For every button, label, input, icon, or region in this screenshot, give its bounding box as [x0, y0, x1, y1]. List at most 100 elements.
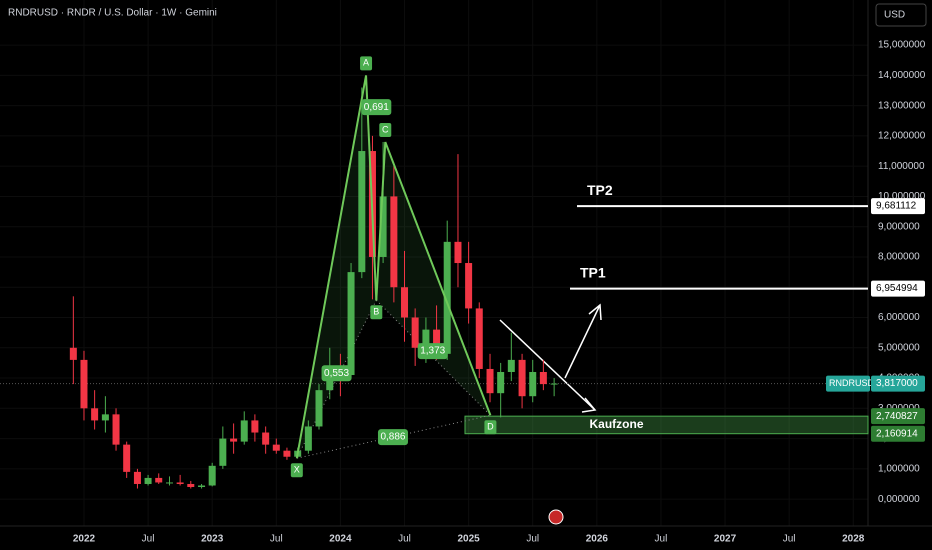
candle-body — [379, 196, 387, 257]
price-tag-label: 2,160914 — [876, 428, 918, 439]
candle-body — [465, 263, 473, 309]
flag-icon[interactable] — [548, 509, 564, 525]
pattern-label: A — [363, 58, 369, 68]
candle-body — [550, 383, 558, 385]
candle-body — [304, 426, 312, 451]
x-tick-label: Jul — [270, 534, 283, 545]
buy-zone — [464, 415, 869, 435]
pattern-fill — [296, 75, 377, 459]
candle-body — [486, 368, 494, 394]
drawings — [499, 303, 602, 413]
price-tag — [871, 425, 925, 442]
ratio-label: 0,886 — [380, 432, 405, 443]
candle-body — [347, 272, 355, 376]
candle-body — [176, 482, 184, 484]
ratio-box — [321, 365, 352, 382]
candle-body — [443, 241, 451, 354]
candle-body — [262, 432, 270, 445]
price-tag-label: 3,817000 — [876, 378, 918, 389]
candle-body — [315, 390, 323, 427]
y-tick-label: 12,000000 — [878, 131, 926, 142]
y-tick-label: 1,000000 — [878, 463, 920, 474]
candle-body — [529, 371, 537, 397]
pattern-label: X — [294, 465, 300, 475]
x-tick-label: 2024 — [329, 534, 352, 545]
price-tag-label: 2,740827 — [876, 411, 918, 422]
candle-body — [133, 471, 141, 484]
x-tick-label: 2028 — [842, 534, 865, 545]
y-tick-label: 15,000000 — [878, 40, 926, 51]
ratio-label: 0,691 — [364, 102, 389, 113]
candle-body — [123, 444, 131, 472]
price-tag — [871, 280, 925, 297]
y-tick-label: 11,000000 — [878, 161, 925, 172]
x-tick-label: Jul — [526, 534, 539, 545]
y-tick-label: 9,000000 — [878, 221, 920, 232]
candle-body — [219, 438, 227, 466]
pattern-label: C — [382, 124, 389, 134]
x-tick-label: Jul — [655, 534, 668, 545]
pattern-leg — [375, 141, 387, 301]
candle-body — [251, 420, 259, 433]
pattern-leg — [295, 75, 368, 459]
y-tick-label: 6,000000 — [878, 312, 920, 323]
candle-body — [112, 414, 120, 445]
candle-body — [454, 241, 462, 264]
y-tick-label: 0,000000 — [878, 494, 920, 505]
pattern-point — [360, 56, 373, 71]
candle-body — [198, 485, 206, 488]
x-tick-label: Jul — [398, 534, 411, 545]
pattern-leg — [384, 141, 492, 416]
candle-body — [518, 359, 526, 397]
chart-title: RNDRUSD · RNDR / U.S. Dollar · 1W · Gemi… — [8, 8, 217, 19]
tp-label: TP1 — [580, 264, 606, 280]
pattern-point — [290, 463, 303, 478]
candle-body — [240, 420, 248, 442]
x-tick-label: 2027 — [714, 534, 737, 545]
candle-body — [401, 287, 409, 318]
price-tag-label: 6,954994 — [876, 283, 918, 294]
y-tick-label: 8,000000 — [878, 252, 920, 263]
price-tag-name: RNDRUSD — [829, 378, 875, 388]
arrow-head — [588, 303, 602, 321]
candle-body — [101, 414, 109, 421]
pattern-point — [370, 305, 383, 320]
pattern-fill — [376, 141, 491, 416]
candle-body — [187, 483, 195, 488]
x-tick-label: 2023 — [201, 534, 224, 545]
ratio-box — [417, 343, 448, 360]
price-tag-label: 9,681112 — [876, 201, 917, 212]
candle-body — [411, 317, 419, 348]
y-tick-label: 13,000000 — [878, 100, 926, 111]
ratio-box — [377, 429, 408, 446]
x-tick-label: 2026 — [586, 534, 609, 545]
candle-body — [539, 371, 547, 385]
trend-line — [499, 319, 596, 411]
ratio-label: 0,553 — [324, 368, 349, 379]
candle-body — [433, 329, 441, 354]
candle-body — [497, 371, 505, 394]
candle-body — [390, 196, 398, 288]
price-tag — [871, 375, 925, 392]
arrow-head — [581, 397, 597, 413]
pattern-label: B — [373, 307, 379, 317]
tp-label: TP2 — [587, 182, 613, 198]
price-tag — [871, 408, 925, 425]
currency-button[interactable] — [875, 3, 927, 27]
x-tick-label: Jul — [142, 534, 155, 545]
candle-body — [272, 444, 280, 451]
ratio-box — [361, 99, 392, 116]
currency-label: USD — [884, 10, 905, 21]
x-tick-label: 2022 — [73, 534, 96, 545]
arrow-line — [564, 304, 601, 379]
price-tag — [871, 198, 925, 215]
pattern-point — [379, 122, 392, 137]
candle-body — [422, 329, 430, 348]
candle-body — [80, 359, 88, 409]
price-tag — [826, 375, 870, 392]
candle-body — [283, 450, 291, 457]
candle-body — [155, 477, 163, 483]
candle-body — [69, 347, 77, 360]
pattern-label: D — [487, 422, 494, 432]
candle-body — [208, 465, 216, 486]
